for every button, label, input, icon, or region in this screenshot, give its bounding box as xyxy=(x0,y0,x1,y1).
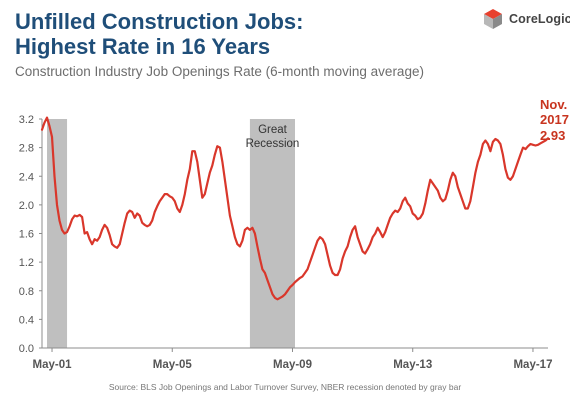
x-tick-label: May-09 xyxy=(273,359,312,371)
series-line xyxy=(40,116,550,301)
recession-label-line-2: Recession xyxy=(246,138,300,150)
y-tick-label: 0.8 xyxy=(19,286,34,298)
corelogic-logo: CoreLogic xyxy=(482,6,570,32)
recession-bar-1 xyxy=(47,119,68,348)
logo-text: CoreLogic xyxy=(509,12,570,26)
chart-title: Unfilled Construction Jobs: Highest Rate… xyxy=(15,9,415,59)
source-note: Source: BLS Job Openings and Labor Turno… xyxy=(108,382,462,392)
x-tick-label: May-05 xyxy=(153,359,193,371)
y-tick-label: 1.2 xyxy=(19,257,34,269)
x-tick-label: May-13 xyxy=(393,359,432,371)
chart-subtitle: Construction Industry Job Openings Rate … xyxy=(15,64,424,79)
y-tick-label: 3.2 xyxy=(19,114,34,126)
x-tick-label: May-17 xyxy=(513,359,552,371)
title-line-1: Unfilled Construction Jobs: xyxy=(15,9,304,34)
x-tick-label: May-01 xyxy=(33,359,73,371)
line-chart: Great Recession 0.0 0.4 0.8 1.2 1.6 2.0 2.4 2.8 3.… xyxy=(19,97,569,371)
y-tick-label: 2.8 xyxy=(19,143,34,155)
corelogic-cube-icon xyxy=(484,9,502,29)
recession-label-line-1: Great xyxy=(258,124,288,136)
y-tick-label: 2.4 xyxy=(19,171,34,183)
y-tick-label: 2.0 xyxy=(19,200,34,212)
y-tick-label: 1.6 xyxy=(19,229,34,241)
annotation-line-2: 2017 xyxy=(540,112,569,127)
y-tick-label: 0.4 xyxy=(19,314,34,326)
annotation-line-1: Nov. xyxy=(540,97,567,112)
y-tick-label: 0.0 xyxy=(19,343,34,355)
annotation-line-3: 2.93 xyxy=(540,128,565,143)
recession-bar-2 xyxy=(249,119,295,348)
title-line-2: Highest Rate in 16 Years xyxy=(15,34,271,59)
